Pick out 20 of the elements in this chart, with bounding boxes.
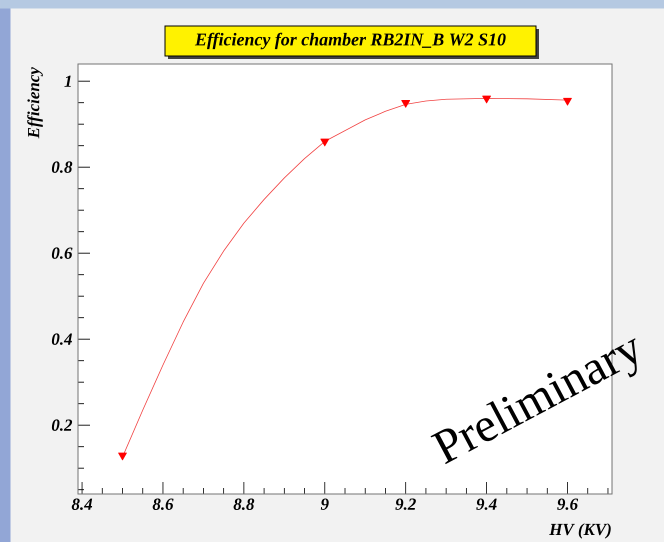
y-tick-label: 0.6: [52, 247, 72, 259]
point: [320, 138, 330, 146]
point: [563, 98, 572, 106]
y-axis-title: Efficiency: [27, 67, 43, 138]
point: [118, 452, 127, 460]
y-tick-label: 0.8: [52, 161, 72, 173]
chart-title: Efficiency for chamber RB2IN_B W2 S10: [194, 32, 506, 50]
y-tick-label: 0.4: [52, 333, 72, 345]
point: [401, 100, 410, 108]
x-tick-label: 9.6: [557, 498, 578, 510]
x-tick-label: 9.4: [476, 498, 497, 510]
point: [482, 96, 491, 104]
x-tick-label: 9: [320, 498, 329, 510]
x-tick-label: 9.2: [395, 498, 416, 510]
x-tick-label: 8.8: [234, 498, 254, 510]
x-tick-label: 8.6: [152, 498, 174, 510]
y-tick-label: 1: [64, 76, 71, 87]
y-tick-label: 0.2: [52, 419, 72, 431]
x-axis-title: HV (KV): [549, 523, 611, 539]
x-tick-label: 8.4: [72, 498, 92, 510]
